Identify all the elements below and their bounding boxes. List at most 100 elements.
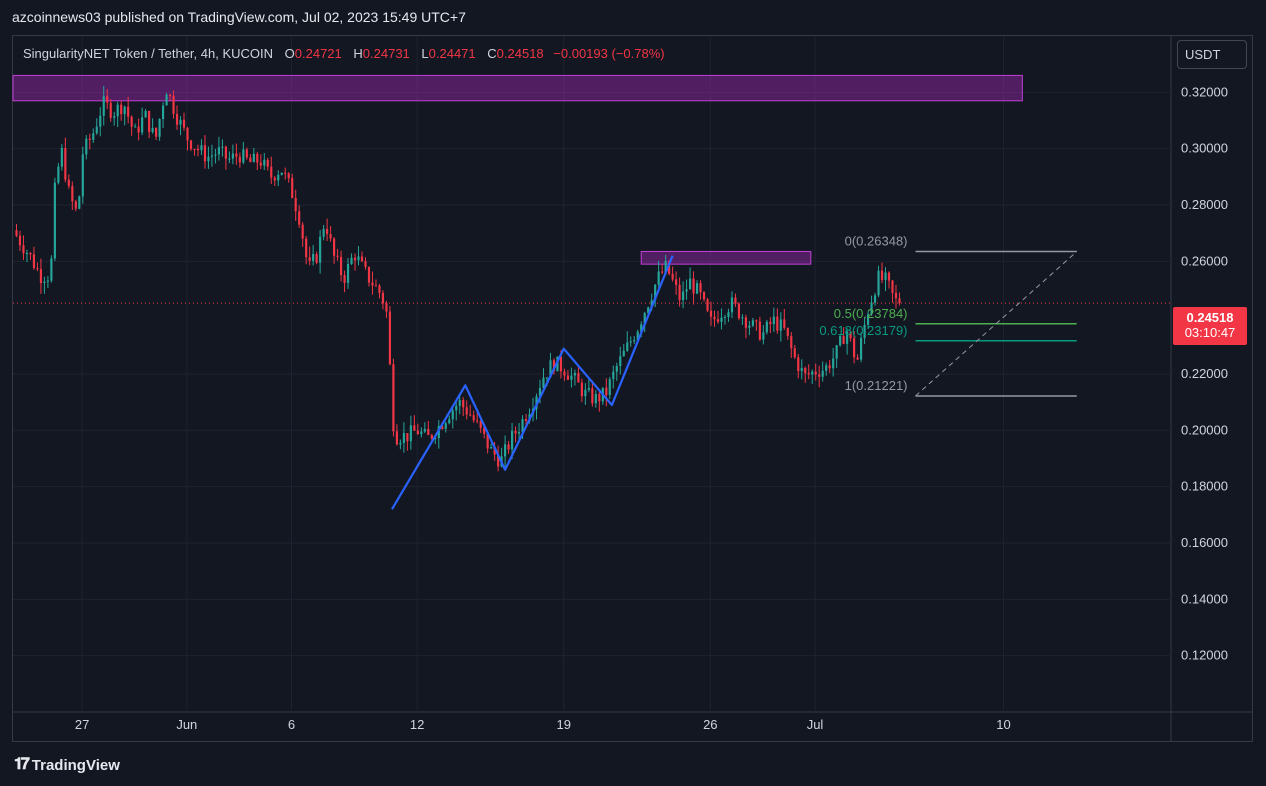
candle-body	[67, 179, 70, 187]
pattern-group	[391, 255, 674, 510]
candle-body	[483, 427, 486, 434]
candle-body	[413, 425, 416, 431]
candle-body	[587, 388, 590, 390]
fib-level-label: 0.618(0.23179)	[819, 323, 907, 338]
candle-body	[381, 292, 385, 304]
candle-body	[374, 285, 378, 287]
candle-body	[842, 336, 845, 344]
candle-body	[336, 255, 339, 257]
candle-body	[116, 104, 119, 117]
candle-body	[709, 310, 713, 317]
candle-body	[444, 423, 447, 429]
candle-body	[270, 166, 273, 178]
candle-body	[364, 261, 367, 267]
candle-body	[29, 252, 32, 255]
open-label: O	[284, 46, 295, 61]
candle-body	[399, 442, 402, 445]
candle-body	[182, 119, 186, 128]
candle-body	[626, 342, 629, 351]
candle-body	[832, 358, 835, 369]
candle-body	[783, 319, 786, 328]
candle-body	[155, 127, 158, 137]
candle-body	[350, 257, 353, 264]
candle-body	[713, 316, 716, 320]
candle-body	[294, 197, 297, 212]
candle-body	[53, 182, 56, 259]
candle-body	[818, 374, 821, 377]
price-tick-label: 0.28000	[1181, 197, 1228, 212]
pattern-zigzag	[391, 255, 674, 510]
candle-body	[388, 311, 392, 365]
candle-body	[280, 172, 283, 175]
candle-body	[870, 302, 873, 315]
candle-body	[469, 414, 472, 416]
candle-body	[287, 173, 290, 179]
candle-body	[849, 331, 852, 339]
candle-body	[193, 148, 196, 150]
candle-body	[451, 410, 454, 420]
candle-body	[273, 177, 276, 181]
candle-body	[514, 430, 517, 434]
price-tick-label: 0.30000	[1181, 141, 1228, 156]
candle-body	[39, 269, 43, 284]
candle-body	[524, 419, 528, 421]
candle-body	[863, 324, 866, 338]
price-tick-label: 0.22000	[1181, 366, 1228, 381]
price-tick-label: 0.32000	[1181, 84, 1228, 99]
candle-body	[793, 348, 796, 358]
candles	[15, 85, 901, 472]
currency-selector[interactable]: USDT	[1177, 40, 1247, 69]
candle-body	[416, 430, 419, 435]
candle-body	[486, 433, 489, 449]
candle-body	[741, 317, 744, 319]
candle-body	[517, 431, 521, 434]
candle-body	[141, 117, 144, 133]
candle-body	[765, 321, 768, 333]
candle-body	[598, 393, 601, 402]
candle-body	[298, 211, 301, 225]
candle-body	[64, 148, 67, 180]
candle-body	[186, 127, 189, 141]
candle-body	[134, 126, 137, 128]
candle-body	[804, 368, 807, 374]
candle-body	[476, 420, 479, 422]
candle-body	[441, 426, 444, 429]
resistance-zone	[640, 250, 812, 265]
candle-body	[458, 400, 461, 406]
candle-body	[873, 295, 877, 303]
candle-body	[92, 133, 95, 140]
candle-body	[259, 162, 262, 166]
candle-body	[559, 356, 563, 372]
tradingview-logo[interactable]: 𝟏𝟕 TradingView	[14, 756, 120, 774]
low-label: L	[421, 46, 429, 61]
candle-body	[723, 317, 727, 319]
candle-body	[43, 281, 46, 284]
candle-body	[737, 303, 741, 319]
candle-body	[99, 115, 102, 127]
candle-body	[172, 95, 175, 114]
candle-body	[846, 331, 849, 344]
candle-body	[301, 224, 304, 239]
candle-body	[887, 272, 891, 281]
symbol-legend: SingularityNET Token / Tether, 4h, KUCOI…	[23, 46, 665, 61]
candle-body	[120, 104, 123, 115]
price-tick-label: 0.26000	[1181, 253, 1228, 268]
candle-body	[168, 94, 172, 96]
candle-body	[702, 292, 706, 300]
price-tick-label: 0.16000	[1181, 535, 1228, 550]
candle-body	[214, 154, 217, 156]
time-tick-label: 26	[703, 717, 717, 732]
candle-body	[898, 298, 901, 304]
candle-body	[493, 447, 496, 455]
candle-body	[196, 148, 200, 151]
candle-body	[165, 94, 168, 106]
candle-body	[395, 431, 398, 445]
high-label: H	[353, 46, 363, 61]
candle-body	[504, 444, 507, 457]
time-tick-label: Jun	[176, 717, 197, 732]
candle-body	[36, 268, 39, 270]
candle-body	[577, 372, 580, 383]
candle-body	[353, 257, 357, 261]
candle-body	[462, 400, 465, 408]
